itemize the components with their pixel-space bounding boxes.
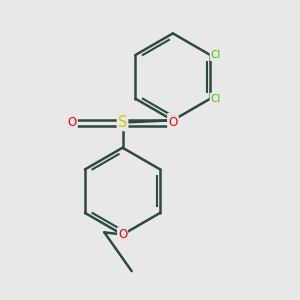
Text: O: O: [168, 116, 178, 129]
Text: Cl: Cl: [211, 94, 221, 103]
Text: Cl: Cl: [211, 50, 221, 60]
Text: S: S: [118, 115, 127, 130]
Text: O: O: [168, 114, 178, 127]
Text: O: O: [118, 228, 127, 241]
Text: O: O: [68, 116, 77, 129]
